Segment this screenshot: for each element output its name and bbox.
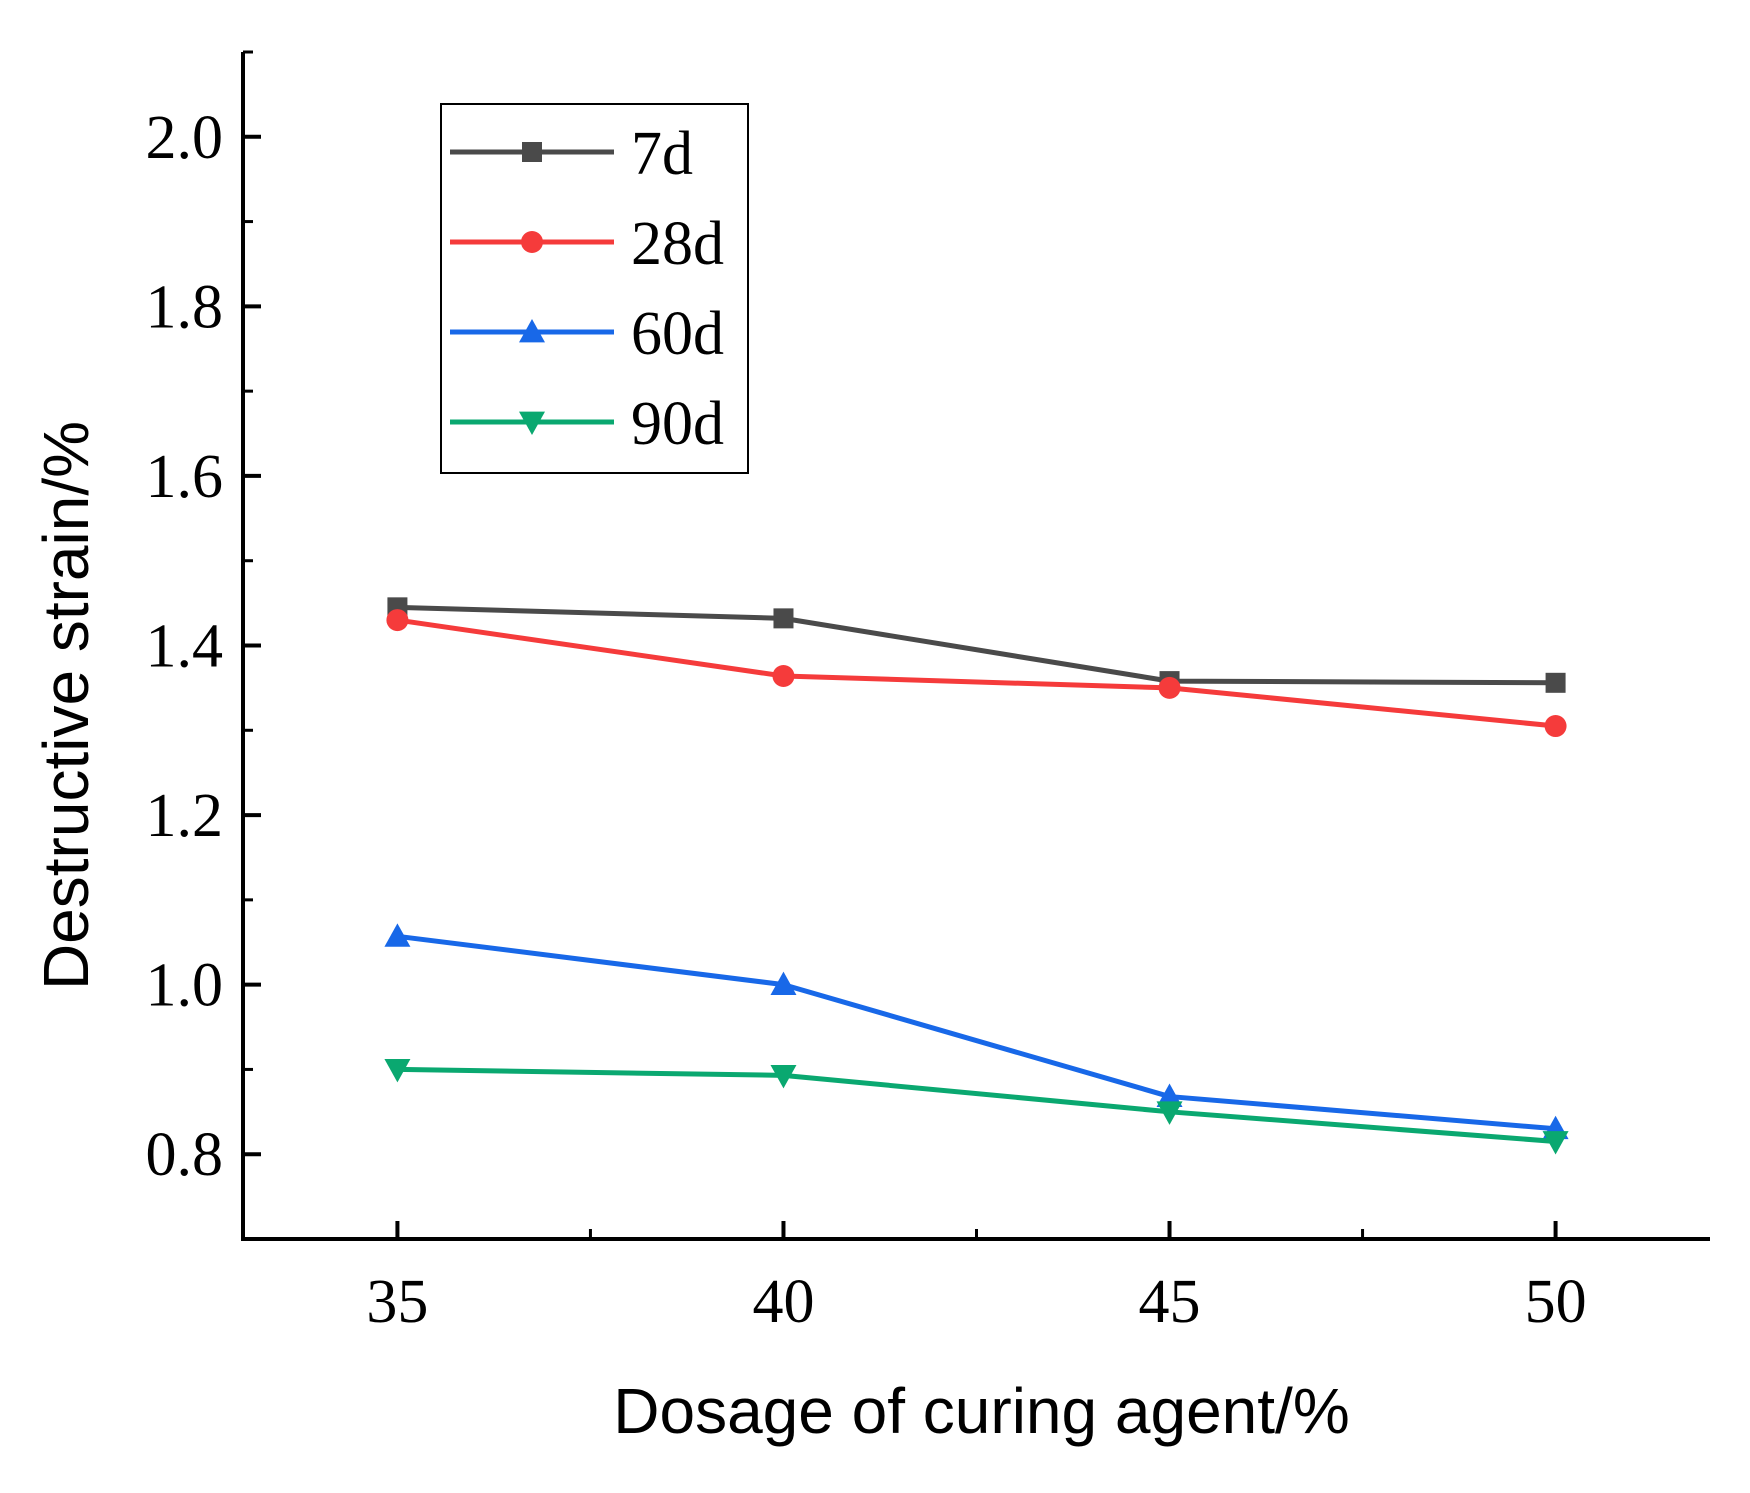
y-tick-label: 1.4 (146, 613, 224, 681)
legend-label: 60d (631, 300, 724, 368)
legend-marker (519, 411, 545, 435)
data-point (772, 665, 795, 688)
legend-label: 7d (631, 120, 693, 188)
x-tick-label: 50 (1525, 1268, 1587, 1336)
y-tick-label: 1.8 (146, 273, 224, 341)
data-point (770, 1064, 797, 1089)
series-line (397, 1066, 1556, 1144)
series-90d (384, 1059, 1569, 1155)
series-line (397, 933, 1556, 1132)
data-point (384, 923, 411, 947)
series-60d (384, 923, 1569, 1140)
data-point (1545, 672, 1566, 693)
legend-item: 90d (450, 390, 724, 458)
y-tick-label: 2.0 (146, 104, 224, 172)
axes: 0.8 1.0 1.2 1.4 1.6 1.8 2.0 35 40 45 50 (146, 50, 1710, 1336)
x-tick-label: 35 (366, 1268, 428, 1336)
x-tick-label: 45 (1139, 1268, 1201, 1336)
y-tick-label: 1.2 (146, 782, 224, 850)
legend-item: 7d (450, 120, 693, 188)
data-point (1156, 1101, 1183, 1125)
y-tick-label: 1.6 (146, 443, 224, 511)
y-axis-title: Destructive strain/% (30, 421, 102, 990)
data-point (384, 1059, 411, 1083)
data-point (1542, 1131, 1569, 1155)
data-point (386, 609, 409, 632)
series-layer (384, 597, 1569, 1155)
legend-marker (521, 231, 543, 253)
legend-item: 28d (450, 210, 724, 278)
legend-label: 90d (631, 390, 724, 458)
series-28d (386, 609, 1567, 738)
legend-item: 60d (450, 300, 724, 368)
x-tick-label: 40 (752, 1268, 814, 1336)
y-tick-label: 1.0 (146, 952, 224, 1020)
legend-box (440, 103, 749, 474)
x-axis-title: Dosage of curing agent/% (613, 1375, 1349, 1447)
legend: 7d 28d 60d 90d (440, 103, 749, 474)
series-line (397, 617, 1556, 729)
data-point (770, 971, 797, 996)
series-line (397, 604, 1556, 686)
legend-marker (522, 142, 542, 162)
data-point (1544, 715, 1567, 738)
y-tick-label: 0.8 (146, 1121, 224, 1189)
data-point (1156, 1083, 1183, 1107)
data-point (773, 608, 794, 629)
data-point (1158, 676, 1181, 699)
legend-marker (519, 319, 545, 343)
legend-label: 28d (631, 210, 724, 278)
